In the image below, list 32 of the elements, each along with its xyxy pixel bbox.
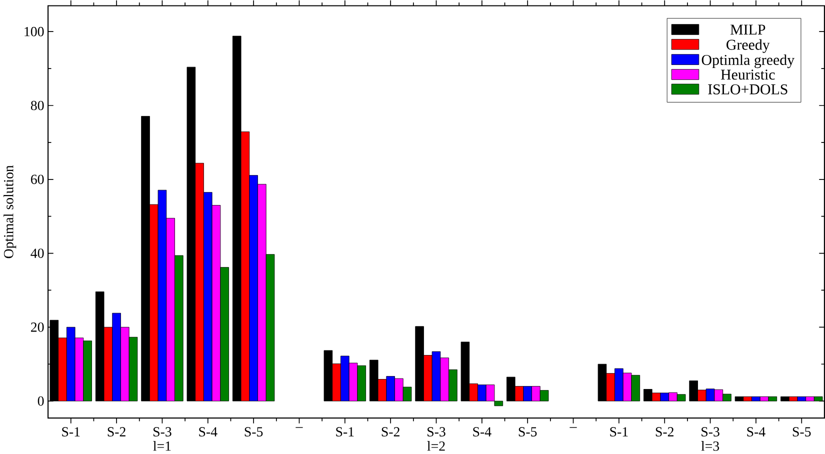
x-tick-label: – — [296, 426, 303, 428]
x-tick-label: S-3 — [428, 426, 446, 436]
x-tick-label: S-5 — [244, 426, 263, 436]
y-tick-label: 20 — [31, 322, 44, 332]
y-tick-label: 40 — [30, 248, 44, 258]
legend-label: Greedy — [726, 39, 770, 53]
x-tick-label: S-4 — [473, 426, 492, 436]
x-tick-label: S-3 — [702, 426, 720, 436]
legend-label: MILP — [730, 24, 766, 34]
x-tick-label: S-1 — [336, 426, 354, 436]
x-tick-label: S-4 — [747, 426, 766, 436]
x-tick-label: – — [570, 426, 577, 428]
x-tick-label: S-5 — [518, 426, 537, 436]
x-tick-label: S-4 — [199, 426, 218, 436]
text: l=3 — [701, 440, 720, 451]
x-tick-label: S-2 — [382, 426, 400, 436]
y-tick-label: 0 — [38, 396, 44, 406]
y-tick-label: 100 — [24, 26, 44, 36]
y-tick-label: 80 — [30, 100, 44, 110]
x-tick-label: S-3 — [154, 426, 172, 436]
x-tick-label: S-2 — [656, 426, 674, 436]
text: l=1 — [153, 440, 171, 450]
legend-label: Optimla greedy — [702, 54, 795, 68]
x-tick-label: S-2 — [108, 426, 126, 436]
x-tick-label: S-5 — [792, 426, 811, 436]
y-axis-title: Optimal solution — [4, 165, 16, 258]
legend-label: ISLO+DOLS — [708, 84, 788, 94]
y-tick-label: 60 — [31, 174, 44, 184]
x-tick-label: S-1 — [610, 426, 628, 436]
x-tick-label: S-1 — [62, 426, 80, 436]
text: l=2 — [427, 440, 445, 450]
legend-label: Heuristic — [720, 69, 775, 80]
